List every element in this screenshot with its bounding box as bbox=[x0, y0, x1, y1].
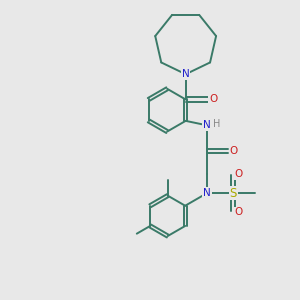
Text: S: S bbox=[230, 187, 237, 200]
Text: N: N bbox=[182, 69, 190, 79]
Text: N: N bbox=[203, 188, 211, 198]
Text: N: N bbox=[203, 120, 211, 130]
Text: O: O bbox=[234, 207, 243, 218]
Text: O: O bbox=[209, 94, 218, 104]
Text: H: H bbox=[213, 119, 220, 129]
Text: O: O bbox=[234, 169, 243, 179]
Text: O: O bbox=[230, 146, 238, 156]
